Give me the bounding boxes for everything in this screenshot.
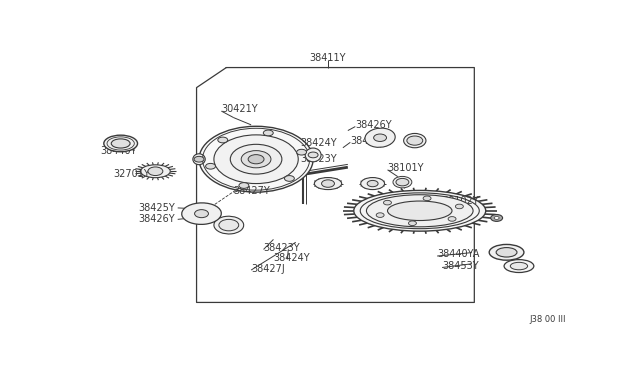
Ellipse shape xyxy=(496,248,517,257)
Text: J38 00 III: J38 00 III xyxy=(529,315,566,324)
Text: 38427Y: 38427Y xyxy=(234,186,271,196)
Circle shape xyxy=(376,213,384,217)
Text: 38440Y: 38440Y xyxy=(100,145,136,155)
Text: 38426Y: 38426Y xyxy=(138,214,175,224)
Text: 32701Y: 32701Y xyxy=(114,169,150,179)
Circle shape xyxy=(296,149,307,155)
Ellipse shape xyxy=(367,195,473,227)
Circle shape xyxy=(239,183,249,188)
Circle shape xyxy=(407,136,423,145)
Circle shape xyxy=(396,179,409,186)
Ellipse shape xyxy=(104,135,138,152)
Ellipse shape xyxy=(214,216,244,234)
Circle shape xyxy=(374,134,387,141)
Text: 38425Y: 38425Y xyxy=(350,136,387,145)
Ellipse shape xyxy=(365,128,396,147)
Text: 30421Y: 30421Y xyxy=(221,104,258,114)
Ellipse shape xyxy=(510,262,527,270)
Circle shape xyxy=(423,196,431,201)
Circle shape xyxy=(205,163,216,169)
Ellipse shape xyxy=(354,190,486,231)
Circle shape xyxy=(321,180,335,187)
Ellipse shape xyxy=(314,177,342,190)
Ellipse shape xyxy=(388,201,452,221)
Text: 38424Y: 38424Y xyxy=(301,138,337,148)
Ellipse shape xyxy=(361,177,385,190)
Circle shape xyxy=(408,221,417,225)
Text: 38426Y: 38426Y xyxy=(355,120,392,130)
Circle shape xyxy=(263,130,273,136)
Circle shape xyxy=(199,126,313,192)
Text: 38423Y: 38423Y xyxy=(301,154,337,164)
Text: 38440YA: 38440YA xyxy=(437,249,479,259)
Ellipse shape xyxy=(193,154,205,165)
Circle shape xyxy=(383,201,392,205)
Ellipse shape xyxy=(182,203,221,224)
Text: 38423Y: 38423Y xyxy=(264,243,300,253)
Circle shape xyxy=(494,217,499,219)
Circle shape xyxy=(367,180,378,187)
Circle shape xyxy=(448,217,456,221)
Text: 38411Y: 38411Y xyxy=(310,52,346,62)
Text: 38424Y: 38424Y xyxy=(273,253,310,263)
Ellipse shape xyxy=(393,176,412,188)
Circle shape xyxy=(194,156,204,162)
Circle shape xyxy=(241,151,271,168)
Ellipse shape xyxy=(404,134,426,148)
Circle shape xyxy=(148,167,163,176)
Circle shape xyxy=(491,215,502,221)
Circle shape xyxy=(456,204,463,209)
Circle shape xyxy=(248,155,264,164)
Ellipse shape xyxy=(489,244,524,260)
Circle shape xyxy=(219,219,239,231)
Text: 38453Y: 38453Y xyxy=(442,261,479,271)
Circle shape xyxy=(195,210,209,218)
Text: 38101Y: 38101Y xyxy=(388,163,424,173)
Ellipse shape xyxy=(111,139,130,148)
Ellipse shape xyxy=(305,148,321,162)
Circle shape xyxy=(218,137,228,143)
Text: 38427J: 38427J xyxy=(251,264,285,274)
Circle shape xyxy=(230,144,282,174)
Ellipse shape xyxy=(504,260,534,273)
Circle shape xyxy=(214,135,298,183)
Ellipse shape xyxy=(141,165,170,178)
Circle shape xyxy=(284,176,294,181)
Circle shape xyxy=(308,152,318,158)
Text: 38425Y: 38425Y xyxy=(138,203,175,213)
Text: 38102Y: 38102Y xyxy=(442,196,479,206)
